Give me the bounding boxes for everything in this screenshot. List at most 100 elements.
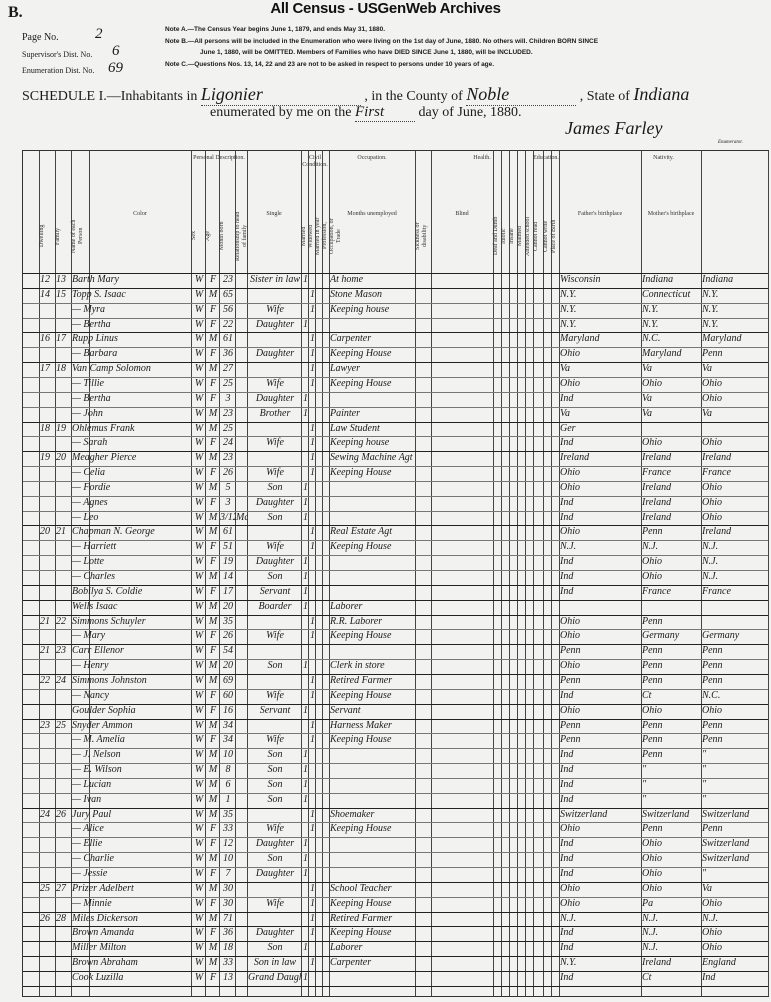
family-number: 20: [56, 452, 66, 464]
occupation: R.R. Laborer: [330, 615, 383, 627]
mother-birthplace: Ohio: [702, 942, 722, 954]
birthplace: Ind: [560, 853, 574, 865]
relationship: Boarder: [258, 600, 292, 612]
color: W: [194, 704, 204, 716]
age: 10: [223, 853, 233, 865]
birthplace: Ind: [560, 793, 574, 805]
mother-birthplace: Ohio: [702, 927, 722, 939]
color: W: [194, 318, 204, 330]
column-header: Idiotic: [501, 228, 507, 244]
father-birthplace: Ohio: [642, 882, 662, 894]
family-number: 23: [56, 645, 66, 657]
person-name: — Agnes: [72, 496, 108, 508]
birthplace: Wisconsin: [560, 274, 601, 285]
row-divider: [23, 733, 768, 735]
column-header: Relationship to head of family: [235, 211, 248, 261]
mother-birthplace: Ireland: [702, 526, 732, 538]
relationship: Daughter: [255, 348, 295, 360]
birthplace: Ohio: [560, 615, 580, 627]
birthplace: Ind: [560, 778, 574, 790]
color: W: [194, 437, 204, 449]
birthplace: Ohio: [560, 377, 580, 389]
enumeration-value: 69: [108, 60, 123, 76]
row-divider: [23, 777, 768, 779]
married-mark: 1: [310, 348, 315, 360]
mother-birthplace: Penn: [702, 823, 723, 835]
column-divider: [493, 151, 494, 996]
single-mark: 1: [303, 971, 308, 983]
color: W: [194, 377, 204, 389]
father-birthplace: N.J.: [642, 927, 659, 939]
person-name: Wells Isaac: [72, 600, 118, 612]
birthplace: Va: [560, 407, 570, 419]
color: W: [194, 467, 204, 479]
row-divider: [23, 688, 768, 690]
relationship: Sister in law: [249, 274, 300, 285]
person-name: — Mary: [72, 630, 106, 642]
single-mark: 1: [303, 838, 308, 850]
sex: M: [208, 853, 218, 865]
sex: M: [208, 882, 218, 894]
enumeration-label: Enumeration Dist. No.: [22, 66, 95, 75]
age: 13: [223, 971, 233, 983]
occupation: Painter: [330, 407, 360, 419]
sex: F: [209, 377, 217, 389]
person-name: — J. Nelson: [72, 749, 121, 761]
married-mark: 1: [310, 526, 315, 538]
person-name: — Lucian: [72, 778, 112, 790]
person-name: Miles Dickerson: [72, 912, 138, 924]
sex: F: [209, 556, 217, 568]
family-number: 15: [56, 288, 66, 300]
birthplace: Ind: [560, 585, 574, 597]
enum-date-line: enumerated by me on the First day of Jun…: [210, 104, 522, 122]
married-mark: 1: [310, 734, 315, 746]
age: 33: [223, 957, 233, 969]
father-birthplace: N.Y.: [642, 303, 659, 315]
mother-birthplace: Penn: [702, 645, 723, 657]
father-birthplace: Ireland: [642, 452, 672, 464]
single-mark: 1: [303, 853, 308, 865]
color: W: [194, 734, 204, 746]
married-mark: 1: [310, 957, 315, 969]
father-birthplace: Penn: [642, 674, 663, 686]
mother-birthplace: Ohio: [702, 437, 722, 449]
color: W: [194, 274, 204, 285]
person-name: Simmons Schuyler: [72, 615, 146, 627]
relationship: Daughter: [255, 927, 295, 939]
age: 5: [225, 481, 231, 493]
single-mark: 1: [303, 392, 308, 404]
married-mark: 1: [310, 452, 315, 464]
age: 51: [223, 541, 233, 553]
family-number: 25: [56, 719, 66, 731]
single-mark: 1: [303, 496, 308, 508]
sex: M: [208, 942, 218, 954]
sex: F: [209, 645, 217, 657]
note-a: Note A.—The Census Year begins June 1, 1…: [165, 26, 386, 33]
dwelling-number: 16: [40, 333, 50, 345]
relationship: Son: [267, 660, 283, 672]
mother-birthplace: England: [702, 957, 736, 969]
birthplace: Ger: [560, 422, 576, 434]
relationship: Brother: [259, 407, 291, 419]
person-name: Van Camp Solomon: [72, 363, 151, 375]
occupation: Keeping House: [330, 467, 392, 479]
single-mark: 1: [303, 481, 308, 493]
column-header: Blind: [455, 211, 469, 217]
relationship: Son: [267, 793, 283, 805]
person-name: Bobilya S. Coldie: [72, 585, 143, 597]
single-mark: 1: [303, 778, 308, 790]
county-label: , in the County of: [364, 89, 463, 104]
father-birthplace: Ireland: [642, 957, 672, 969]
sex: M: [208, 957, 218, 969]
person-name: — John: [72, 407, 103, 419]
birthplace: Ohio: [560, 660, 580, 672]
column-divider: [235, 151, 236, 996]
occupation: Laborer: [330, 600, 363, 612]
sex: M: [208, 615, 218, 627]
person-name: — Celia: [72, 467, 106, 479]
row-divider: [23, 911, 768, 913]
birthplace: Ind: [560, 927, 574, 939]
birthplace: Va: [560, 363, 570, 375]
column-divider: [205, 151, 206, 996]
father-birthplace: Ohio: [642, 377, 662, 389]
